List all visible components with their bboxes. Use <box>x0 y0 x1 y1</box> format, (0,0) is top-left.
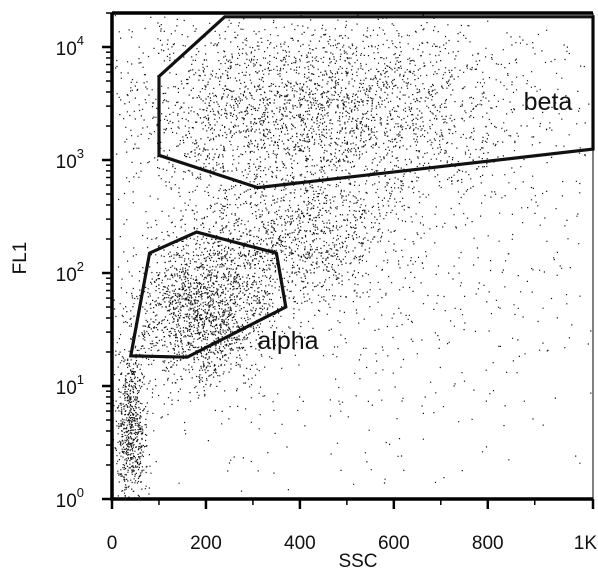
plot-frame <box>110 11 594 501</box>
x-axis-title: SSC <box>338 551 377 571</box>
y-tick-label: 103 <box>56 146 84 173</box>
y-tick-label: 100 <box>56 485 84 512</box>
x-tick-label: 400 <box>284 533 316 554</box>
data-points <box>112 14 592 501</box>
x-tick-label: 0 <box>107 533 118 554</box>
gate-label-beta: beta <box>524 88 573 116</box>
x-axis-ticks: 0 200 400 600 800 1K <box>107 499 598 554</box>
x-tick-label: 800 <box>472 533 504 554</box>
y-axis-title: FL1 <box>10 242 31 275</box>
y-axis-ticks: 100 101 102 103 104 <box>56 12 112 512</box>
x-tick-label: 200 <box>190 533 222 554</box>
y-tick-label: 101 <box>56 372 84 399</box>
gate-label-alpha: alpha <box>257 327 318 355</box>
y-tick-label: 104 <box>56 33 84 60</box>
scatter-dots <box>112 14 592 501</box>
x-tick-label: 600 <box>378 533 410 554</box>
gate-alpha <box>128 230 288 359</box>
y-tick-label: 102 <box>56 259 84 286</box>
x-tick-label: 1K <box>574 533 598 554</box>
